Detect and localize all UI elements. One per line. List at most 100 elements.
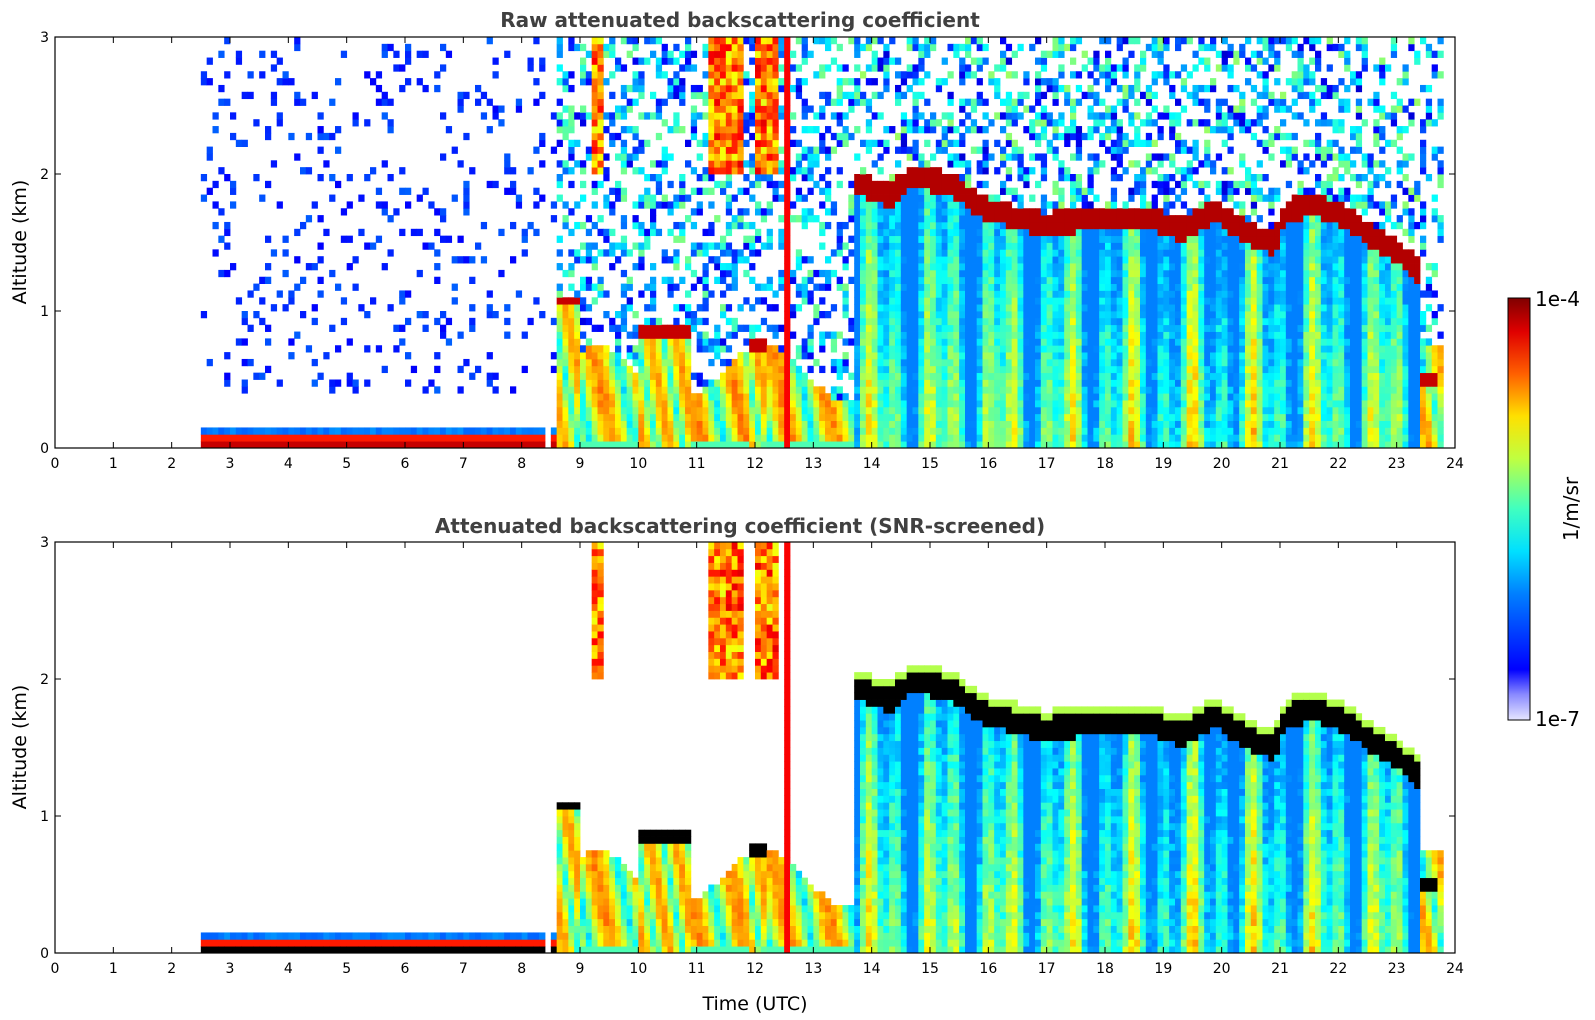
heatmap-cell (1070, 235, 1077, 243)
heatmap-cell (1122, 215, 1129, 223)
heatmap-cell (580, 297, 587, 305)
heatmap-cell (900, 372, 908, 380)
heatmap-cell (1163, 187, 1170, 195)
heatmap-cell (375, 98, 383, 106)
heatmap-cell (416, 441, 423, 449)
heatmap-cell (1093, 126, 1100, 134)
heatmap-cell (760, 37, 768, 45)
heatmap-cell (1052, 84, 1059, 93)
heatmap-cell (854, 174, 861, 182)
heatmap-cell (1023, 221, 1030, 230)
heatmap-cell (830, 393, 838, 401)
heatmap-cell (626, 413, 633, 421)
heatmap-cell (1011, 276, 1018, 284)
heatmap-cell (679, 180, 686, 189)
heatmap-cell (807, 434, 814, 442)
heatmap-cell (813, 304, 820, 312)
heatmap-cell (661, 249, 668, 257)
heatmap-cell (930, 379, 937, 387)
heatmap-cell (708, 71, 715, 79)
heatmap-cell (323, 132, 330, 141)
heatmap-cell (737, 434, 744, 442)
heatmap-cell (953, 194, 960, 202)
heatmap-cell (504, 153, 511, 161)
heatmap-cell (1157, 174, 1164, 182)
heatmap-cell (994, 269, 1001, 278)
heatmap-cell (1075, 427, 1083, 435)
heatmap-cell (638, 434, 645, 442)
heatmap-cell (906, 406, 913, 415)
heatmap-cell (1070, 331, 1077, 339)
heatmap-cell (1145, 153, 1153, 161)
heatmap-cell (830, 331, 838, 339)
heatmap-cell (650, 406, 657, 415)
heatmap-cell (889, 324, 896, 332)
heatmap-cell (772, 406, 779, 415)
heatmap-cell (1081, 441, 1088, 449)
heatmap-cell (871, 441, 878, 449)
heatmap-cell (895, 372, 902, 380)
heatmap-cell (626, 434, 633, 442)
heatmap-cell (1105, 221, 1112, 230)
heatmap-cell (930, 153, 937, 161)
heatmap-cell (970, 400, 978, 408)
heatmap-cell (994, 345, 1001, 353)
heatmap-cell (661, 43, 668, 52)
heatmap-cell (895, 132, 902, 141)
heatmap-cell (1134, 427, 1141, 435)
heatmap-cell (1070, 297, 1077, 305)
heatmap-cell (900, 256, 908, 264)
heatmap-cell (352, 441, 359, 449)
heatmap-cell (1000, 420, 1007, 428)
heatmap-cell (1005, 105, 1013, 113)
heatmap-cell (965, 427, 972, 435)
heatmap-cell (1058, 297, 1065, 305)
heatmap-cell (1087, 311, 1094, 319)
heatmap-cell (667, 180, 674, 189)
heatmap-cell (422, 324, 429, 332)
heatmap-cell (772, 386, 779, 394)
heatmap-cell (714, 400, 721, 408)
heatmap-cell (976, 276, 983, 284)
heatmap-cell (947, 427, 954, 435)
heatmap-cell (1134, 297, 1141, 305)
heatmap-cell (813, 400, 820, 408)
heatmap-cell (1040, 324, 1048, 332)
heatmap-cell (1128, 406, 1135, 415)
heatmap-cell (702, 132, 709, 141)
heatmap-cell (889, 427, 896, 435)
heatmap-cell (580, 352, 587, 360)
heatmap-cell (1122, 235, 1129, 243)
heatmap-cell (1070, 372, 1077, 380)
heatmap-cell (702, 386, 709, 394)
heatmap-cell (1105, 304, 1112, 312)
heatmap-cell (994, 379, 1001, 387)
heatmap-cell (1087, 386, 1094, 394)
heatmap-cell (580, 400, 587, 408)
heatmap-cell (801, 427, 808, 435)
heatmap-cell (393, 208, 400, 216)
heatmap-cell (737, 221, 744, 230)
heatmap-cell (218, 434, 225, 442)
heatmap-cell (1035, 91, 1042, 100)
heatmap-cell (935, 372, 943, 380)
heatmap-cell (1011, 427, 1018, 435)
heatmap-cell (854, 352, 861, 360)
heatmap-cell (1151, 139, 1158, 147)
heatmap-cell (626, 304, 633, 312)
heatmap-cell (1070, 174, 1077, 182)
heatmap-cell (860, 427, 867, 435)
heatmap-cell (1058, 311, 1065, 319)
heatmap-cell (463, 194, 470, 202)
heatmap-cell (463, 208, 470, 216)
heatmap-cell (819, 413, 826, 421)
heatmap-cell (860, 180, 867, 189)
heatmap-cell (784, 194, 791, 202)
heatmap-cell (1064, 132, 1071, 141)
heatmap-cell (760, 98, 768, 106)
heatmap-cell (755, 345, 762, 353)
heatmap-cell (918, 160, 925, 168)
heatmap-cell (574, 434, 581, 442)
heatmap-cell (877, 352, 884, 360)
heatmap-cell (661, 427, 668, 435)
